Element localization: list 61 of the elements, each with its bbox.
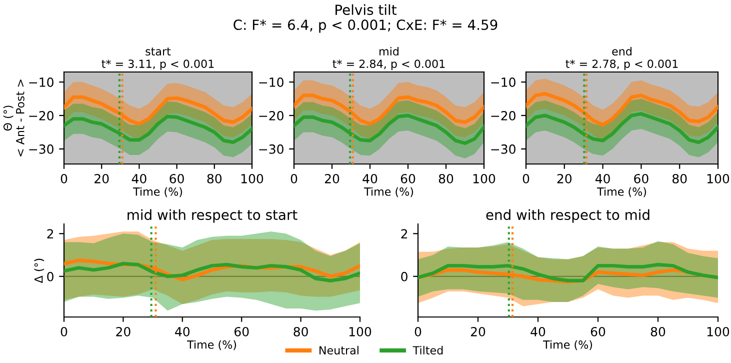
y-tick-label: −30 <box>259 144 284 154</box>
x-tick-label: 80 <box>650 326 666 336</box>
chart-subtitle: t* = 2.84, p < 0.001 <box>332 60 445 70</box>
y-tick-label: −20 <box>29 110 54 120</box>
x-tick-label: 20 <box>470 326 486 336</box>
x-tick-label: 40 <box>132 174 146 184</box>
y-tick-label: −30 <box>491 144 516 154</box>
x-tick-label: 40 <box>530 326 546 336</box>
y-tick-label: −10 <box>491 78 516 87</box>
x-tick-label: 100 <box>707 326 730 336</box>
x-tick-label: 60 <box>634 174 648 184</box>
y-axis-title: Δ (°) <box>34 258 44 284</box>
x-tick-label: 80 <box>294 326 308 336</box>
x-axis-title: Time (%) <box>132 187 182 198</box>
x-tick-label: 0 <box>522 174 530 184</box>
x-axis-title: Time (%) <box>186 340 236 350</box>
y-axis-title: Θ (°) < Ant - Post > <box>3 80 24 156</box>
x-tick-label: 40 <box>595 174 610 184</box>
text: Pelvis tilt <box>336 4 396 16</box>
x-tick-label: 80 <box>207 174 222 184</box>
text: C: F* = 6.4, p < 0.001; CxE: F* = 4.59 <box>234 20 498 33</box>
x-tick-label: 40 <box>362 174 378 184</box>
x-tick-label: 20 <box>94 174 109 184</box>
x-tick-label: 60 <box>170 174 184 184</box>
x-tick-label: 20 <box>557 174 572 184</box>
x-tick-label: 100 <box>707 174 730 184</box>
x-tick-label: 0 <box>290 174 298 184</box>
y-tick-label: −20 <box>259 110 284 120</box>
y-tick-label: 2 <box>401 229 408 238</box>
x-tick-label: 20 <box>324 174 340 184</box>
chart-title: mid with respect to start <box>128 209 298 223</box>
chart-subtitle: t* = 2.78, p < 0.001 <box>566 60 678 70</box>
x-axis-title: Time (%) <box>542 340 592 350</box>
x-axis-title: Time (%) <box>364 187 414 198</box>
y-tick-label: −20 <box>491 110 516 120</box>
x-tick-label: 100 <box>473 174 496 184</box>
y-tick-label: 0 <box>47 272 54 282</box>
y-tick-label: −10 <box>29 78 54 87</box>
legend-label: Neutral <box>320 346 358 354</box>
x-tick-label: 0 <box>414 326 422 336</box>
chart-title: mid <box>380 46 398 56</box>
x-tick-label: 40 <box>175 326 190 336</box>
x-tick-label: 20 <box>116 326 130 336</box>
chart-title: end <box>612 46 632 56</box>
y-tick-label: −10 <box>259 78 284 87</box>
x-tick-label: 60 <box>590 326 606 336</box>
x-tick-label: 80 <box>438 174 454 184</box>
x-tick-label: 80 <box>672 174 687 184</box>
legend-label: Tilted <box>412 346 443 354</box>
chart-subtitle: t* = 3.11, p < 0.001 <box>102 60 214 70</box>
y-tick-label: 2 <box>47 229 54 238</box>
chart-title: end with respect to mid <box>486 209 650 223</box>
chart-title: start <box>146 48 171 56</box>
x-tick-label: 60 <box>234 326 249 336</box>
x-axis-title: Time (%) <box>596 187 646 198</box>
x-tick-label: 0 <box>60 174 68 184</box>
x-tick-label: 60 <box>400 174 416 184</box>
x-tick-label: 100 <box>349 326 372 336</box>
x-tick-label: 100 <box>241 174 264 184</box>
y-tick-label: −30 <box>29 144 54 154</box>
x-tick-label: 0 <box>60 326 68 336</box>
